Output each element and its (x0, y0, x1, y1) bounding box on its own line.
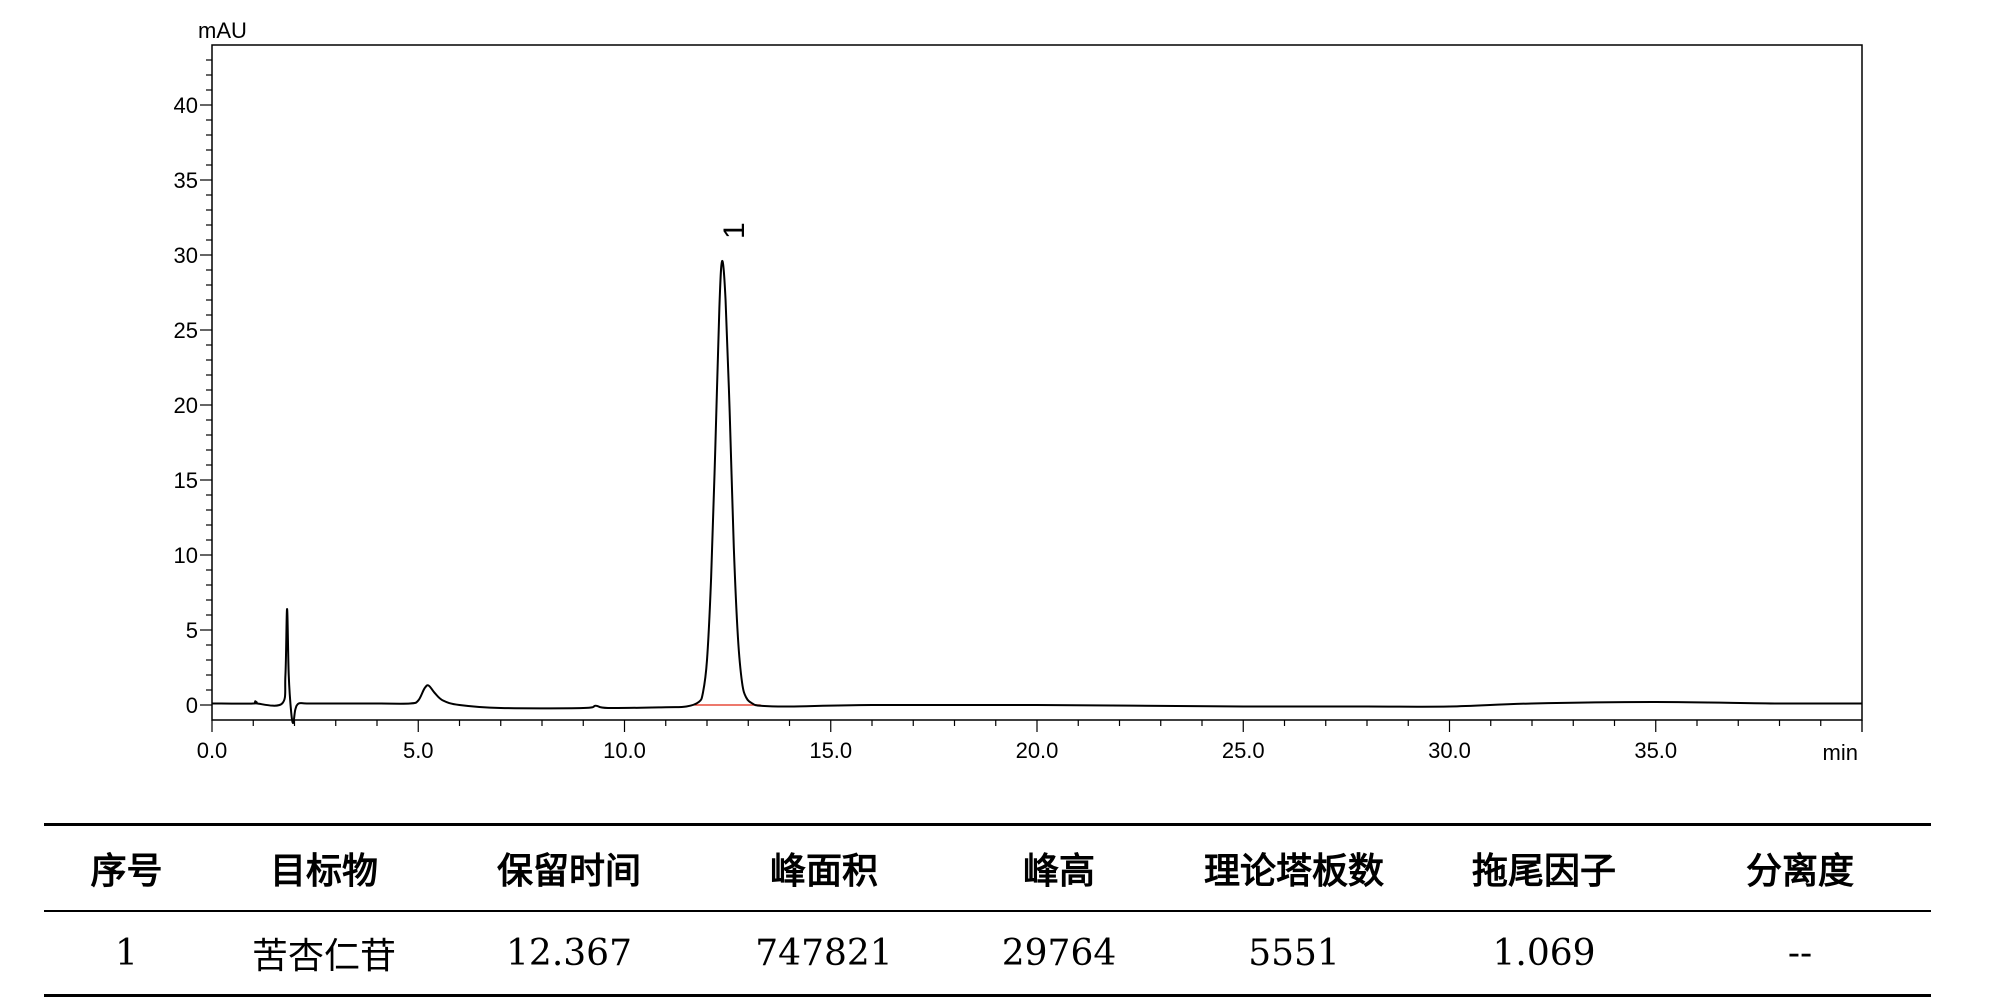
cell-target: 苦杏仁苷 (251, 936, 396, 977)
table-row: 1 苦杏仁苷 12.367 747821 29764 5551 1.069 -- (44, 911, 1931, 996)
x-tick-label: 5.0 (403, 738, 434, 763)
cell-theoretical-plates: 5551 (1248, 932, 1340, 974)
y-tick-label: 40 (174, 93, 198, 118)
x-axis-unit-label: min (1823, 740, 1858, 765)
signal-trace-line (211, 259, 1863, 725)
signal-trace-group (211, 259, 1863, 725)
y-tick-label: 10 (174, 543, 198, 568)
header-target: 目标物 (269, 850, 378, 892)
y-tick-label: 30 (174, 243, 198, 268)
y-axis-unit-label: mAU (198, 18, 247, 43)
x-tick-label: 35.0 (1634, 738, 1677, 763)
cell-peak-height: 29764 (1001, 932, 1117, 974)
peak-labels-group: 1 (718, 222, 751, 239)
x-tick-label: 15.0 (809, 738, 852, 763)
cell-resolution: -- (1787, 932, 1813, 974)
x-tick-label: 0.0 (197, 738, 228, 763)
header-index: 序号 (90, 850, 163, 892)
chromatogram-chart: mAU min 0.0 5.0 10.0 15.0 20.0 25.0 30.0 35.0 0 5… (174, 18, 1863, 765)
header-tailing-factor: 拖尾因子 (1471, 850, 1616, 892)
cell-retention-time: 12.367 (506, 932, 632, 974)
results-table: 序号 目标物 保留时间 峰面积 峰高 理论塔板数 拖尾因子 分离度 1 苦杏仁苷… (44, 823, 1931, 997)
y-tick-label: 5 (186, 618, 198, 643)
axes-group: 0.0 5.0 10.0 15.0 20.0 25.0 30.0 35.0 0 5 10 15 20 25… (174, 59, 1863, 763)
y-tick-label: 20 (174, 393, 198, 418)
header-peak-area: 峰面积 (769, 850, 878, 892)
y-tick-label: 15 (174, 468, 198, 493)
header-theoretical-plates: 理论塔板数 (1203, 850, 1384, 892)
peak-label: 1 (718, 222, 751, 239)
x-tick-label: 25.0 (1222, 738, 1265, 763)
header-peak-height: 峰高 (1022, 850, 1095, 892)
cell-index: 1 (115, 932, 138, 974)
x-tick-label: 20.0 (1016, 738, 1059, 763)
header-retention-time: 保留时间 (496, 850, 641, 892)
y-tick-label: 25 (174, 318, 198, 343)
x-tick-label: 10.0 (603, 738, 646, 763)
y-tick-label: 35 (174, 168, 198, 193)
plot-frame (211, 44, 1863, 721)
cell-tailing-factor: 1.069 (1492, 932, 1596, 974)
header-resolution: 分离度 (1745, 850, 1854, 892)
x-tick-label: 30.0 (1428, 738, 1471, 763)
y-tick-label: 0 (186, 693, 198, 718)
cell-peak-area: 747821 (755, 932, 893, 974)
table-header-row: 序号 目标物 保留时间 峰面积 峰高 理论塔板数 拖尾因子 分离度 (44, 824, 1931, 911)
